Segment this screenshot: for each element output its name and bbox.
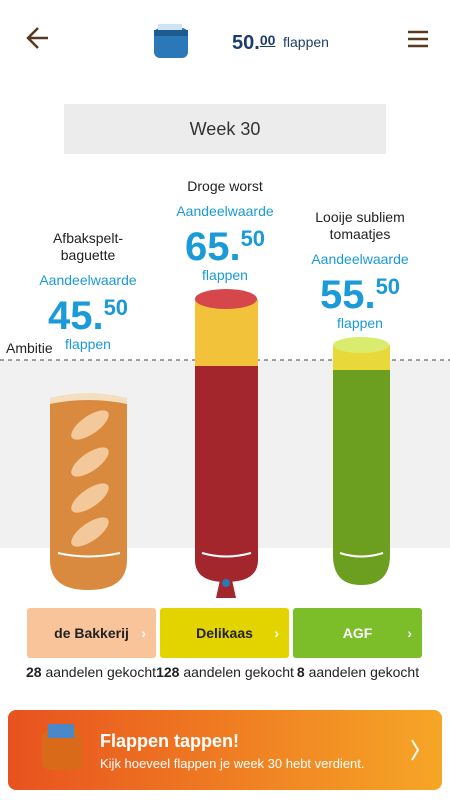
value: 45.50 xyxy=(8,288,168,336)
product-name: Looije subliem xyxy=(315,209,405,225)
value-whole: 55. xyxy=(319,273,376,317)
value-unit: flappen xyxy=(65,336,111,352)
shares-number: 8 xyxy=(296,664,305,680)
cucumber-art xyxy=(333,337,390,585)
value: 55.50 xyxy=(280,267,440,315)
value-label: Aandeelwaarde xyxy=(176,203,274,219)
value-whole: 45. xyxy=(47,294,104,338)
department-label: AGF xyxy=(342,625,373,641)
back-button[interactable] xyxy=(26,27,48,49)
menu-button[interactable] xyxy=(408,30,428,48)
banner-subtitle: Kijk hoeveel flappen je week 30 hebt ver… xyxy=(100,756,365,771)
shares-label: aandelen gekocht xyxy=(183,664,294,680)
value-label: Aandeelwaarde xyxy=(311,251,409,267)
shares-number: 28 xyxy=(25,664,42,680)
product-name: baguette xyxy=(60,247,116,263)
department-button[interactable]: Delikaas › xyxy=(160,608,289,658)
balance-unit: flappen xyxy=(283,34,329,50)
chevron: › xyxy=(274,625,279,641)
shares-label: aandelen gekocht xyxy=(45,664,156,680)
sausage-art xyxy=(195,289,258,598)
week-box xyxy=(64,104,386,154)
baguette-art xyxy=(50,393,127,590)
value-whole: 65. xyxy=(184,225,241,269)
week-label: Week 30 xyxy=(189,119,261,139)
banner-wallet-icon xyxy=(42,724,82,770)
product-info: Afbakspelt- baguette Aandeelwaarde 45.50… xyxy=(8,230,168,352)
product-name: Afbakspelt- xyxy=(52,230,124,246)
department-label: Delikaas xyxy=(196,625,253,641)
shares-count: 128 aandelen gekocht xyxy=(155,664,295,680)
shares-count: 8 aandelen gekocht xyxy=(288,664,428,680)
value-cents: 50 xyxy=(375,274,401,299)
banner-bg[interactable] xyxy=(8,710,442,790)
balance: 50.00 xyxy=(232,32,275,55)
value-unit: flappen xyxy=(337,315,383,331)
balance-cents: 00 xyxy=(259,32,276,48)
banner-title: Flappen tappen! xyxy=(100,731,239,751)
department-button[interactable]: AGF › xyxy=(293,608,422,658)
shares-count: 28 aandelen gekocht xyxy=(21,664,161,680)
chevron: › xyxy=(141,625,146,641)
wallet-icon xyxy=(154,24,188,58)
value-unit: flappen xyxy=(202,267,248,283)
product-name: tomaatjes xyxy=(329,226,391,242)
balance-whole: 50. xyxy=(232,32,260,54)
shares-number: 128 xyxy=(156,664,180,680)
product-info: Looije subliem tomaatjes Aandeelwaarde 5… xyxy=(280,209,440,331)
chevron: › xyxy=(407,625,412,641)
value-cents: 50 xyxy=(240,226,266,251)
banner-chevron xyxy=(411,739,420,761)
value: 65.50 xyxy=(145,219,305,267)
product-name: Droge worst xyxy=(187,178,263,194)
department-label: de Bakkerij xyxy=(54,625,129,641)
department-button[interactable]: de Bakkerij › xyxy=(27,608,156,658)
shares-label: aandelen gekocht xyxy=(308,664,420,680)
value-cents: 50 xyxy=(103,295,129,320)
ambition-label: Ambitie xyxy=(6,340,53,356)
product-info: Droge worst Aandeelwaarde 65.50 flappen xyxy=(145,178,305,283)
value-label: Aandeelwaarde xyxy=(39,272,137,288)
